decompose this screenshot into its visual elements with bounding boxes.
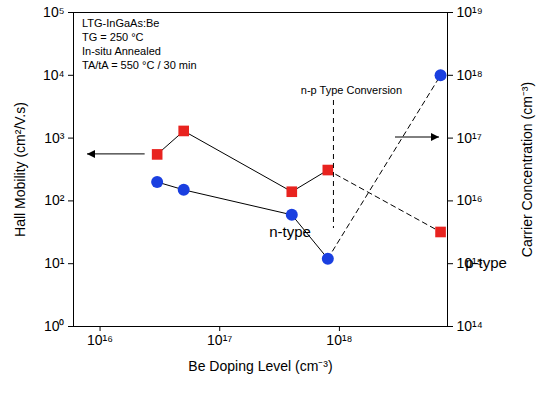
svg-text:n-type: n-type bbox=[269, 223, 311, 240]
svg-text:n-p Type Conversion: n-p Type Conversion bbox=[301, 84, 402, 96]
svg-text:LTG-InGaAs:Be: LTG-InGaAs:Be bbox=[82, 17, 159, 29]
svg-text:TG = 250 °C: TG = 250 °C bbox=[82, 31, 144, 43]
svg-text:10¹⁸: 10¹⁸ bbox=[457, 67, 483, 83]
svg-text:In-situ Annealed: In-situ Annealed bbox=[82, 45, 161, 57]
svg-text:Be Doping Level (cm⁻³): Be Doping Level (cm⁻³) bbox=[188, 358, 332, 374]
svg-text:10¹⁸: 10¹⁸ bbox=[326, 332, 352, 348]
svg-text:10¹⁶: 10¹⁶ bbox=[87, 332, 113, 348]
svg-text:10³: 10³ bbox=[44, 130, 65, 146]
svg-text:10¹⁷: 10¹⁷ bbox=[207, 332, 232, 348]
svg-text:10⁰: 10⁰ bbox=[44, 318, 65, 334]
svg-text:10²: 10² bbox=[44, 192, 65, 208]
svg-text:TA/tA = 550 °C / 30 min: TA/tA = 550 °C / 30 min bbox=[82, 59, 197, 71]
svg-text:Hall Mobility (cm²/V.s): Hall Mobility (cm²/V.s) bbox=[12, 102, 28, 237]
svg-text:10¹: 10¹ bbox=[44, 255, 65, 271]
svg-text:10⁵: 10⁵ bbox=[43, 4, 64, 20]
svg-text:p-type: p-type bbox=[465, 254, 507, 271]
svg-text:10¹⁹: 10¹⁹ bbox=[457, 4, 483, 20]
svg-text:10⁴: 10⁴ bbox=[43, 67, 65, 83]
svg-text:10¹⁷: 10¹⁷ bbox=[457, 130, 482, 146]
svg-text:10¹⁴: 10¹⁴ bbox=[457, 318, 483, 334]
svg-text:10¹⁶: 10¹⁶ bbox=[457, 192, 483, 208]
svg-text:Carrier Concentration (cm⁻³): Carrier Concentration (cm⁻³) bbox=[519, 82, 535, 257]
